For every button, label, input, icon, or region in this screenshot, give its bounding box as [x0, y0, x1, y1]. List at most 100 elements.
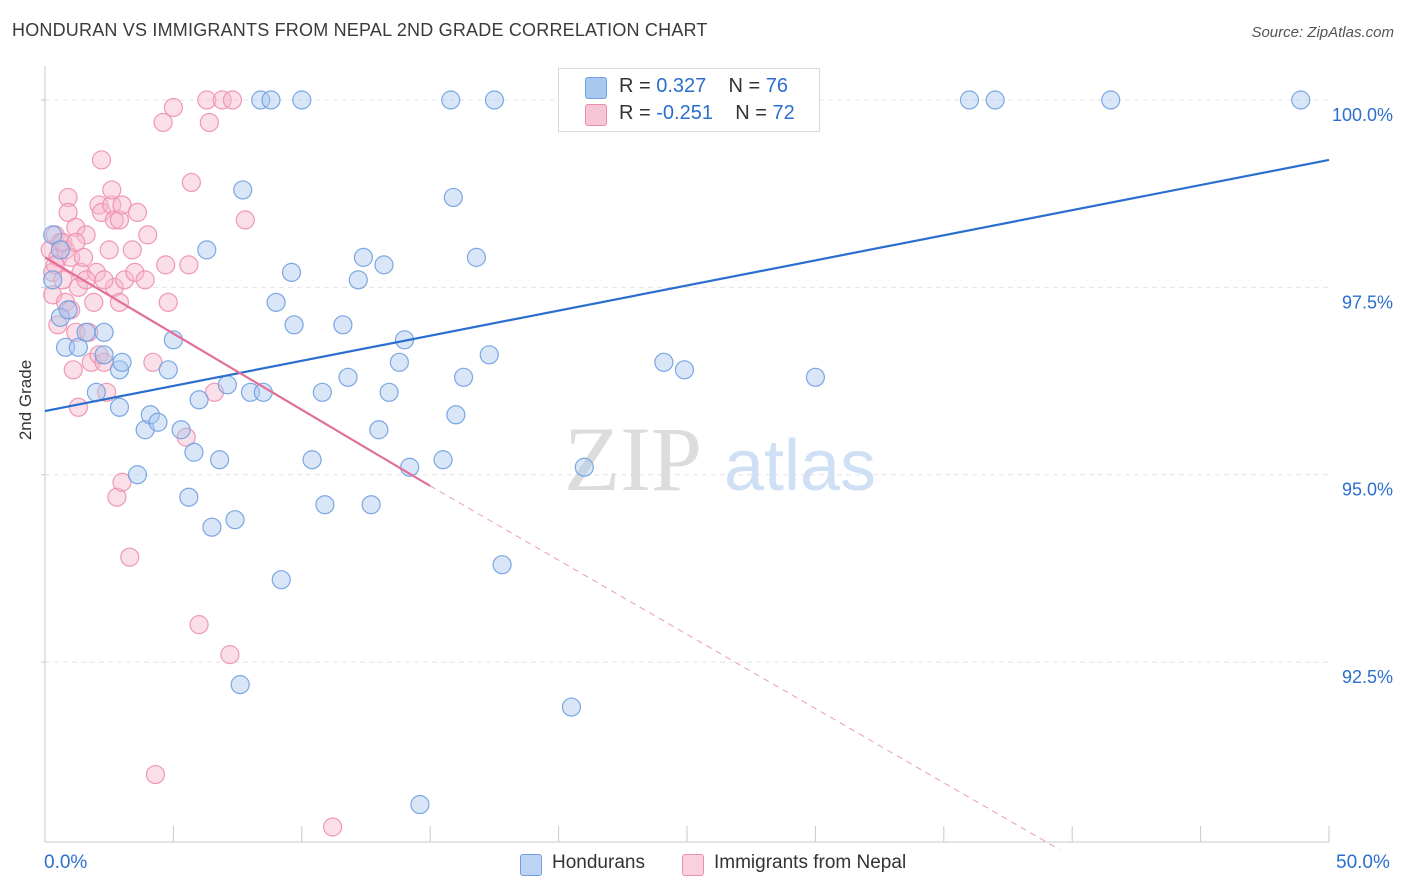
point-nepal	[102, 195, 122, 215]
point-hondurans	[338, 367, 358, 387]
point-nepal	[143, 352, 163, 372]
point-hondurans	[574, 457, 594, 477]
watermark: ZIP atlas	[564, 408, 876, 510]
point-hondurans	[127, 465, 148, 485]
point-hondurans	[58, 300, 78, 320]
point-hondurans	[86, 382, 106, 402]
point-hondurans	[189, 390, 209, 410]
point-hondurans	[76, 322, 96, 342]
point-hondurans	[94, 345, 114, 365]
point-hondurans	[109, 397, 130, 417]
point-nepal	[179, 255, 199, 275]
point-nepal	[127, 202, 148, 223]
point-hondurans	[484, 90, 504, 110]
point-nepal	[212, 90, 232, 110]
point-hondurans	[50, 240, 71, 260]
point-hondurans	[179, 487, 199, 507]
bottom-legend-swatch-pink	[682, 854, 704, 876]
point-hondurans	[210, 450, 230, 470]
point-nepal	[158, 292, 178, 312]
point-nepal	[104, 277, 124, 297]
point-nepal	[73, 247, 94, 267]
point-hondurans	[361, 495, 381, 515]
point-hondurans	[158, 360, 178, 380]
point-nepal	[112, 195, 132, 215]
point-hondurans	[140, 405, 160, 425]
trend-lines	[44, 158, 1330, 850]
point-nepal	[104, 210, 124, 230]
point-hondurans	[353, 247, 374, 267]
point-hondurans	[985, 90, 1005, 110]
axes	[41, 66, 1330, 843]
point-hondurans	[197, 240, 217, 260]
point-hondurans	[374, 255, 394, 275]
point-hondurans	[233, 180, 253, 200]
point-hondurans	[148, 412, 168, 432]
point-hondurans	[302, 450, 322, 470]
point-hondurans	[112, 352, 132, 372]
point-nepal	[125, 262, 145, 282]
point-nepal	[156, 255, 176, 275]
point-nepal	[199, 112, 219, 133]
point-hondurans	[379, 382, 399, 402]
point-nepal	[135, 270, 155, 290]
point-nepal	[115, 270, 135, 290]
point-hondurans	[292, 90, 312, 110]
point-nepal	[94, 270, 114, 290]
y-tick-label: 100.0%	[1332, 105, 1393, 125]
series-nepal-points	[40, 90, 343, 837]
legend-n-value-nepal: 72	[772, 102, 795, 124]
point-hondurans	[202, 517, 222, 537]
point-nepal	[63, 360, 83, 380]
point-hondurans	[369, 420, 389, 440]
legend-text-nepal: R = -0.251 N = 72	[619, 102, 795, 124]
bottom-legend-label-hondurans: Hondurans	[552, 852, 645, 873]
bottom-legend-label-nepal: Immigrants from Nepal	[714, 852, 907, 873]
point-hondurans	[805, 367, 826, 387]
trend-line-nepal	[44, 256, 431, 487]
point-hondurans	[333, 315, 353, 335]
point-nepal	[189, 615, 209, 635]
point-nepal	[222, 90, 243, 110]
point-nepal	[58, 202, 78, 223]
bottom-legend-swatch-blue	[520, 854, 542, 876]
point-hondurans	[225, 510, 245, 530]
legend-r-value-nepal: -0.251	[656, 102, 713, 124]
point-hondurans	[43, 225, 63, 245]
point-nepal	[323, 817, 343, 837]
point-hondurans	[94, 322, 114, 342]
point-nepal	[102, 180, 122, 200]
point-nepal	[107, 487, 127, 507]
point-hondurans	[251, 90, 271, 110]
point-nepal	[120, 547, 140, 567]
point-hondurans	[230, 675, 250, 695]
point-hondurans	[284, 315, 304, 335]
point-hondurans	[492, 555, 512, 575]
point-hondurans	[674, 360, 695, 380]
trend-line-nepal-extension	[429, 485, 1060, 850]
point-nepal	[138, 225, 158, 245]
point-nepal	[66, 217, 86, 237]
point-nepal	[153, 112, 173, 133]
point-hondurans	[479, 345, 499, 365]
legend-n-value-hondurans: 76	[765, 75, 789, 97]
point-hondurans	[312, 382, 332, 402]
point-hondurans	[441, 90, 461, 110]
watermark-atlas: atlas	[724, 426, 876, 506]
point-nepal	[48, 315, 68, 335]
point-hondurans	[109, 360, 130, 380]
point-hondurans	[389, 352, 409, 372]
point-hondurans	[466, 247, 487, 267]
point-hondurans	[68, 337, 88, 357]
point-nepal	[97, 382, 117, 402]
point-nepal	[66, 232, 86, 252]
point-hondurans	[453, 367, 474, 387]
point-hondurans	[561, 697, 582, 717]
point-nepal	[109, 210, 130, 230]
point-hondurans	[271, 570, 291, 590]
point-hondurans	[43, 270, 63, 290]
legend-r-value-hondurans: 0.327	[656, 75, 707, 97]
point-nepal	[86, 262, 106, 282]
point-nepal	[58, 187, 78, 208]
point-nepal	[220, 645, 240, 665]
